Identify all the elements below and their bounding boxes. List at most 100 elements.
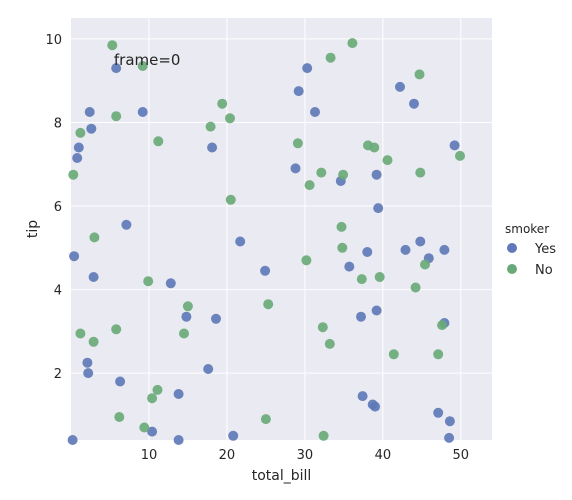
point-no: [225, 113, 235, 124]
x-tick-label: 40: [375, 448, 392, 463]
point-yes: [433, 407, 444, 418]
point-no: [347, 38, 358, 49]
point-yes: [400, 244, 411, 255]
point-yes: [409, 98, 419, 109]
point-no: [111, 324, 122, 335]
point-no: [152, 384, 163, 395]
point-yes: [370, 401, 381, 412]
point-no: [260, 414, 271, 425]
point-no: [182, 301, 193, 312]
point-yes: [371, 305, 382, 316]
point-no: [88, 336, 99, 347]
point-yes: [147, 426, 158, 437]
point-no: [292, 138, 303, 149]
point-yes: [356, 311, 366, 322]
point-yes: [137, 107, 148, 117]
point-yes: [362, 247, 373, 257]
point-no: [263, 299, 274, 310]
point-yes: [228, 430, 239, 441]
point-no: [111, 111, 122, 122]
point-no: [336, 221, 347, 232]
point-yes: [181, 311, 192, 322]
point-no: [68, 169, 79, 180]
point-yes: [373, 203, 384, 214]
point-no: [147, 393, 158, 404]
point-no: [179, 328, 189, 339]
point-no: [382, 155, 393, 166]
point-no: [316, 167, 327, 178]
point-no: [139, 422, 150, 433]
point-no: [415, 167, 426, 178]
point-yes: [83, 368, 94, 379]
point-yes: [344, 261, 355, 272]
point-no: [369, 142, 380, 153]
y-tick-label: 2: [54, 367, 62, 382]
point-yes: [293, 86, 304, 97]
point-yes: [357, 391, 368, 402]
point-yes: [73, 142, 84, 153]
point-yes: [165, 278, 176, 289]
point-yes: [211, 313, 221, 324]
x-tick-label: 50: [453, 448, 470, 463]
point-no: [75, 328, 86, 339]
point-no: [325, 52, 336, 63]
legend: smoker Yes No: [505, 222, 556, 278]
point-no: [143, 276, 154, 287]
point-yes: [173, 435, 184, 445]
point-yes: [84, 107, 95, 117]
x-tick-label: 30: [297, 448, 314, 463]
y-tick-label: 10: [45, 33, 62, 48]
point-no: [217, 98, 228, 109]
legend-title: smoker: [505, 222, 549, 236]
point-yes: [302, 63, 313, 74]
point-yes: [444, 416, 455, 427]
point-yes: [260, 265, 271, 276]
point-no: [420, 259, 430, 270]
legend-label-no: No: [535, 263, 553, 278]
frame-annotation: frame=0: [114, 51, 181, 69]
point-no: [337, 242, 348, 253]
y-tick-label: 8: [54, 116, 62, 131]
point-yes: [88, 272, 99, 282]
point-yes: [439, 244, 450, 255]
point-yes: [111, 63, 122, 74]
point-yes: [310, 107, 320, 117]
y-axis-label: tip: [25, 220, 41, 238]
point-yes: [415, 236, 426, 247]
scatter-points: [67, 38, 465, 445]
x-tick-label: 10: [141, 448, 158, 463]
point-no: [153, 136, 164, 147]
y-tick-label: 6: [54, 200, 62, 215]
legend-label-yes: Yes: [534, 242, 556, 257]
point-yes: [115, 376, 126, 387]
point-no: [75, 127, 86, 138]
point-yes: [82, 357, 93, 368]
point-yes: [203, 364, 214, 374]
point-no: [114, 412, 125, 422]
point-yes: [69, 251, 80, 262]
legend-marker-yes: [507, 243, 517, 253]
x-axis-ticks: 10 20 30 40 50: [141, 448, 469, 463]
point-no: [317, 322, 328, 333]
point-yes: [290, 163, 301, 174]
x-tick-label: 20: [219, 448, 236, 463]
point-yes: [207, 142, 218, 153]
point-no: [356, 274, 367, 285]
point-yes: [235, 236, 246, 247]
point-no: [304, 180, 315, 191]
point-no: [455, 150, 465, 161]
point-no: [437, 320, 448, 331]
legend-marker-no: [507, 264, 517, 274]
point-yes: [72, 153, 83, 163]
grid-lines: [71, 18, 492, 440]
point-yes: [449, 140, 460, 151]
plot-area: [71, 18, 492, 440]
point-no: [225, 194, 236, 205]
point-no: [410, 282, 421, 293]
y-tick-label: 4: [54, 284, 62, 299]
y-axis-ticks: 2 4 6 8 10: [45, 33, 62, 382]
point-no: [324, 338, 335, 349]
point-yes: [67, 435, 78, 445]
point-no: [205, 121, 216, 132]
